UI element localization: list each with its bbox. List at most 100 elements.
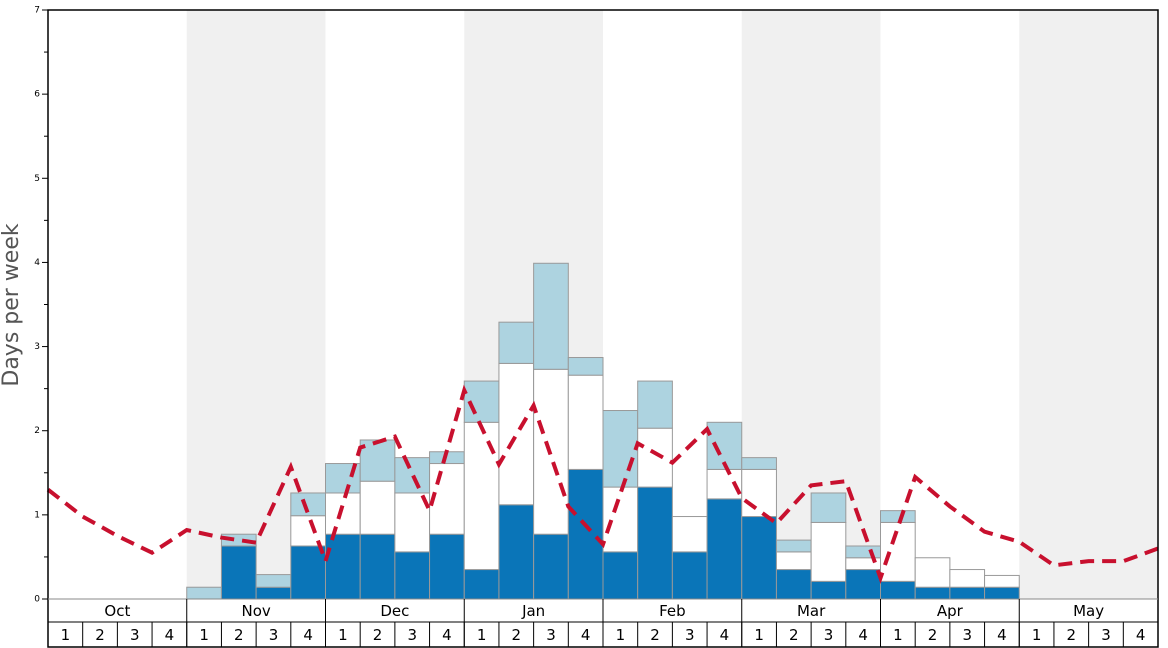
- bar-segment: [810, 580, 847, 600]
- y-tick-label: 4: [34, 258, 40, 268]
- y-tick-label: 0: [34, 595, 40, 605]
- month-label: Dec: [380, 602, 409, 620]
- x-tick-label: 3: [546, 626, 556, 644]
- y-tick-label: 5: [34, 174, 40, 184]
- y-tick-label: 3: [34, 342, 40, 352]
- x-tick-label: 1: [616, 626, 626, 644]
- x-tick-label: 4: [303, 626, 313, 644]
- x-tick-label: 1: [1032, 626, 1042, 644]
- trend-line: [46, 384, 1159, 585]
- bar-segment: [637, 427, 673, 488]
- x-tick-label: 4: [581, 626, 591, 644]
- bar-segment: [602, 551, 639, 600]
- bar-segment: [602, 410, 639, 488]
- month-label: Jan: [521, 602, 545, 620]
- bar-segment: [533, 533, 569, 600]
- bar-segment: [706, 421, 743, 470]
- bar-segment: [498, 321, 535, 364]
- y-axis-label: Days per week: [0, 223, 24, 386]
- bar-segment: [394, 551, 431, 600]
- bar-segment: [325, 533, 361, 600]
- month-label: Nov: [241, 602, 270, 620]
- x-tick-label: 2: [512, 626, 522, 644]
- bar-segment: [220, 545, 257, 600]
- bar-segment: [775, 539, 812, 553]
- bar-segment: [463, 569, 500, 600]
- bar-segment: [567, 468, 604, 600]
- month-label: May: [1073, 602, 1104, 620]
- bar-segment: [498, 504, 535, 600]
- bar-segment: [671, 516, 708, 553]
- x-tick-label: 2: [95, 626, 105, 644]
- x-tick-label: 3: [962, 626, 972, 644]
- x-tick-label: 4: [165, 626, 175, 644]
- x-tick-label: 2: [650, 626, 660, 644]
- bar-segment: [845, 545, 881, 559]
- bar-segment: [255, 574, 292, 588]
- x-tick-label: 2: [1067, 626, 1077, 644]
- bar-segment: [741, 457, 777, 470]
- bar-segment: [706, 498, 743, 600]
- bar-segment: [984, 586, 1020, 600]
- month-label: Oct: [104, 602, 130, 620]
- x-tick-label: 3: [130, 626, 140, 644]
- bar-segment: [671, 551, 708, 600]
- bar-segment: [637, 380, 673, 429]
- bar-segment: [775, 551, 812, 571]
- bar-segment: [325, 492, 361, 535]
- x-tick-label: 1: [338, 626, 348, 644]
- bar-segment: [290, 492, 326, 517]
- bar-segment: [741, 516, 777, 600]
- y-tick-label: 2: [34, 426, 40, 436]
- x-tick-label: 2: [234, 626, 244, 644]
- bar-segment: [394, 457, 431, 494]
- x-tick-label: 2: [789, 626, 799, 644]
- bar-segment: [880, 580, 916, 600]
- bar-segment: [949, 569, 986, 588]
- bar-segment: [429, 463, 465, 535]
- bar-segment: [880, 510, 916, 523]
- bar-segment: [914, 586, 951, 600]
- x-tick-label: 3: [824, 626, 834, 644]
- x-tick-label: 2: [373, 626, 383, 644]
- bar-segment: [984, 574, 1020, 588]
- bar-segment: [914, 557, 951, 588]
- bar-segment: [880, 521, 916, 582]
- bar-segment: [567, 374, 604, 470]
- x-tick-label: 1: [754, 626, 764, 644]
- y-tick-label: 1: [34, 510, 40, 520]
- bar-segment: [533, 262, 569, 370]
- bar-segment: [186, 586, 222, 600]
- bar-segment: [359, 533, 396, 600]
- x-tick-label: 4: [1136, 626, 1146, 644]
- x-tick-label: 4: [720, 626, 730, 644]
- bar-segment: [637, 486, 673, 600]
- y-tick-label: 7: [34, 6, 40, 16]
- y-tick-label: 6: [34, 90, 40, 100]
- month-band: [1019, 10, 1158, 599]
- bar-segment: [255, 586, 292, 600]
- bar-segment: [463, 421, 500, 571]
- bar-segment: [359, 439, 396, 482]
- x-tick-label: 4: [442, 626, 452, 644]
- x-tick-label: 3: [1101, 626, 1111, 644]
- x-tick-label: 3: [407, 626, 417, 644]
- x-tick-label: 1: [199, 626, 209, 644]
- x-tick-label: 1: [477, 626, 487, 644]
- bar-segment: [775, 569, 812, 600]
- bar-segment: [845, 569, 881, 600]
- bar-segment: [810, 521, 847, 582]
- x-tick-label: 4: [858, 626, 868, 644]
- x-tick-label: 3: [685, 626, 695, 644]
- bar-segment: [359, 480, 396, 535]
- month-label: Apr: [937, 602, 964, 620]
- bar-segment: [567, 357, 604, 376]
- month-label: Feb: [659, 602, 686, 620]
- bar-segment: [741, 468, 777, 518]
- bar-segment: [498, 362, 535, 506]
- bar-segment: [949, 586, 986, 600]
- bar-segment: [810, 492, 847, 523]
- x-tick-label: 1: [61, 626, 71, 644]
- bar-segment: [429, 533, 465, 600]
